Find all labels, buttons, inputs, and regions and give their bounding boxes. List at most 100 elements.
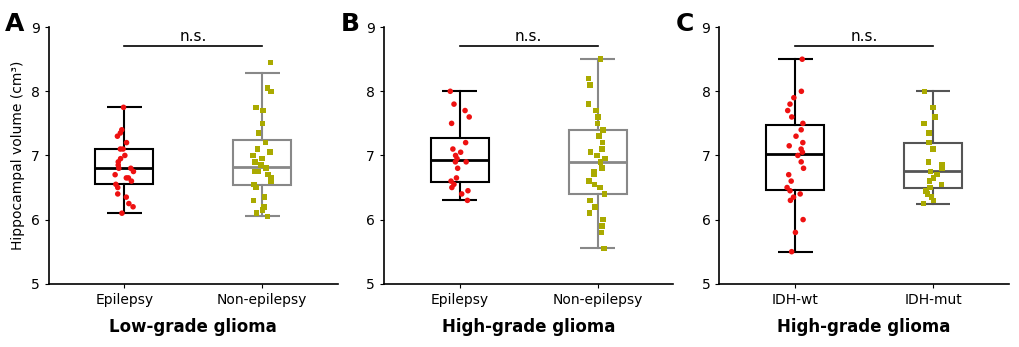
Point bbox=[596, 156, 612, 161]
Point bbox=[596, 191, 612, 197]
Point bbox=[120, 175, 137, 181]
Point bbox=[791, 191, 807, 197]
Point bbox=[586, 204, 602, 210]
Point bbox=[586, 181, 602, 187]
Point bbox=[447, 153, 464, 158]
Point bbox=[262, 60, 278, 65]
Point bbox=[592, 57, 608, 62]
Point bbox=[793, 88, 809, 94]
Point bbox=[257, 140, 273, 145]
Point bbox=[920, 140, 936, 145]
Point bbox=[250, 169, 266, 174]
Point bbox=[595, 246, 611, 251]
Y-axis label: Hippocampal volume (cm³): Hippocampal volume (cm³) bbox=[11, 61, 25, 250]
Text: C: C bbox=[676, 12, 694, 36]
Bar bbox=[903, 143, 961, 187]
Point bbox=[263, 88, 279, 94]
Point bbox=[124, 204, 141, 210]
Point bbox=[114, 210, 130, 216]
Point bbox=[915, 121, 931, 126]
Point bbox=[248, 104, 264, 110]
Point bbox=[448, 156, 465, 161]
Point bbox=[581, 178, 597, 184]
Point bbox=[785, 194, 801, 200]
Point bbox=[787, 134, 803, 139]
Text: B: B bbox=[340, 12, 360, 36]
Point bbox=[115, 146, 131, 152]
Point bbox=[780, 172, 796, 177]
Point bbox=[580, 76, 596, 81]
Point bbox=[444, 146, 461, 152]
Point bbox=[453, 191, 470, 197]
Point bbox=[255, 108, 271, 113]
Point bbox=[924, 146, 941, 152]
Point bbox=[590, 134, 606, 139]
Point bbox=[109, 134, 125, 139]
Point bbox=[457, 108, 473, 113]
Point bbox=[443, 121, 460, 126]
Point bbox=[262, 150, 278, 155]
Point bbox=[110, 162, 126, 168]
Point bbox=[787, 230, 803, 235]
Point bbox=[582, 150, 598, 155]
Point bbox=[922, 194, 938, 200]
Point bbox=[112, 146, 128, 152]
Point bbox=[251, 130, 267, 136]
Point bbox=[917, 188, 933, 194]
Point bbox=[458, 159, 474, 164]
Point bbox=[924, 197, 941, 203]
Point bbox=[446, 159, 463, 164]
Point bbox=[589, 114, 605, 120]
Point bbox=[792, 127, 808, 133]
Point bbox=[123, 178, 140, 184]
Point bbox=[933, 162, 950, 168]
Point bbox=[915, 88, 931, 94]
Bar bbox=[765, 125, 823, 190]
Point bbox=[116, 153, 132, 158]
Point bbox=[246, 169, 262, 174]
Point bbox=[593, 230, 609, 235]
Point bbox=[593, 146, 609, 152]
Point bbox=[794, 150, 810, 155]
Point bbox=[924, 175, 941, 181]
Point bbox=[109, 185, 125, 190]
Point bbox=[256, 204, 272, 210]
Point bbox=[588, 153, 604, 158]
Bar bbox=[430, 138, 488, 182]
Point bbox=[447, 175, 464, 181]
Point bbox=[594, 217, 610, 222]
Point bbox=[782, 188, 798, 194]
Point bbox=[933, 166, 950, 171]
Point bbox=[445, 101, 462, 107]
Point bbox=[921, 185, 937, 190]
Point bbox=[795, 166, 811, 171]
Point bbox=[122, 166, 139, 171]
Point bbox=[779, 185, 795, 190]
Bar bbox=[233, 140, 290, 185]
Point bbox=[112, 156, 128, 161]
Point bbox=[585, 172, 601, 177]
Point bbox=[593, 166, 609, 171]
Point bbox=[259, 85, 275, 91]
Point bbox=[779, 108, 795, 113]
Bar bbox=[569, 130, 626, 194]
Bar bbox=[96, 149, 153, 184]
Point bbox=[919, 159, 935, 164]
Point bbox=[782, 197, 798, 203]
Point bbox=[263, 175, 279, 181]
Point bbox=[582, 82, 598, 88]
Point bbox=[245, 197, 261, 203]
Point bbox=[449, 166, 466, 171]
Point bbox=[254, 207, 270, 213]
Point bbox=[260, 172, 276, 177]
Point bbox=[460, 188, 476, 194]
Point bbox=[789, 153, 805, 158]
Point bbox=[452, 150, 469, 155]
Point bbox=[247, 159, 263, 164]
Point bbox=[256, 194, 272, 200]
Point bbox=[580, 101, 596, 107]
Point bbox=[588, 108, 604, 113]
Point bbox=[245, 153, 261, 158]
Point bbox=[110, 166, 126, 171]
Point bbox=[263, 178, 279, 184]
